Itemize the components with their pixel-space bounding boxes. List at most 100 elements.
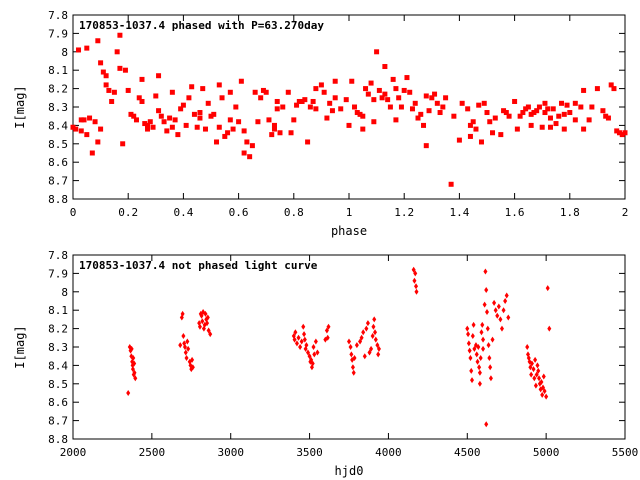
data-point bbox=[484, 421, 489, 428]
data-point bbox=[106, 87, 112, 93]
data-point bbox=[327, 100, 333, 106]
data-point bbox=[205, 320, 210, 327]
data-point bbox=[365, 91, 371, 97]
y-tick-label: 8.1 bbox=[48, 64, 68, 77]
data-point bbox=[184, 355, 189, 362]
data-point bbox=[208, 113, 214, 119]
data-point bbox=[214, 139, 220, 145]
data-point bbox=[467, 122, 473, 128]
y-axis-title: I[mag] bbox=[13, 85, 27, 128]
data-point bbox=[227, 117, 233, 123]
data-point bbox=[205, 314, 210, 321]
data-point bbox=[313, 86, 319, 92]
data-point bbox=[528, 364, 533, 371]
data-point bbox=[197, 110, 203, 116]
y-tick-label: 8.8 bbox=[48, 433, 68, 446]
data-point bbox=[271, 126, 277, 132]
data-point bbox=[550, 106, 556, 112]
data-point bbox=[352, 355, 357, 362]
data-point bbox=[370, 332, 375, 339]
data-point bbox=[473, 126, 479, 132]
data-point bbox=[180, 102, 186, 108]
data-point bbox=[451, 113, 457, 119]
data-point bbox=[202, 126, 208, 132]
data-point bbox=[369, 345, 374, 352]
data-point bbox=[477, 369, 482, 376]
data-point bbox=[156, 73, 162, 79]
data-point bbox=[517, 113, 523, 119]
data-point bbox=[354, 342, 359, 349]
data-point bbox=[600, 108, 606, 114]
data-point bbox=[302, 336, 307, 343]
data-point bbox=[478, 355, 483, 362]
data-point bbox=[132, 360, 137, 367]
data-point bbox=[542, 110, 548, 116]
data-point bbox=[233, 104, 239, 110]
data-point bbox=[459, 100, 465, 106]
data-point bbox=[387, 104, 393, 110]
data-point bbox=[161, 119, 167, 125]
data-point bbox=[172, 117, 178, 123]
data-point bbox=[376, 351, 381, 358]
data-point bbox=[485, 325, 490, 332]
data-point bbox=[371, 97, 377, 103]
data-point bbox=[547, 325, 552, 332]
data-point bbox=[466, 340, 471, 347]
data-point bbox=[415, 115, 421, 121]
data-point bbox=[156, 108, 162, 114]
data-point bbox=[470, 119, 476, 125]
data-point bbox=[412, 277, 417, 284]
data-point bbox=[503, 110, 509, 116]
y-tick-label: 8.8 bbox=[48, 193, 68, 206]
data-point bbox=[418, 111, 424, 117]
data-point bbox=[260, 87, 266, 93]
plot-title: 170853-1037.4 not phased light curve bbox=[79, 259, 318, 272]
data-point bbox=[95, 38, 101, 44]
data-point bbox=[230, 126, 236, 132]
data-point bbox=[216, 124, 222, 130]
data-point bbox=[512, 98, 518, 104]
data-point bbox=[481, 100, 487, 106]
data-point bbox=[371, 323, 376, 330]
data-point bbox=[302, 331, 307, 338]
data-point bbox=[478, 139, 484, 145]
data-point bbox=[145, 122, 151, 128]
data-point bbox=[190, 356, 195, 363]
data-point bbox=[238, 78, 244, 84]
data-point bbox=[503, 298, 508, 304]
data-point bbox=[307, 353, 312, 360]
data-point bbox=[485, 309, 489, 316]
data-point bbox=[437, 110, 443, 116]
data-point bbox=[363, 86, 369, 92]
data-point bbox=[186, 345, 191, 352]
data-point bbox=[211, 111, 217, 117]
data-point bbox=[362, 353, 367, 360]
data-point bbox=[222, 133, 228, 139]
y-tick-label: 8.4 bbox=[48, 119, 68, 132]
y-tick-label: 7.9 bbox=[48, 27, 68, 40]
data-point bbox=[274, 98, 280, 104]
y-tick-label: 7.8 bbox=[48, 9, 68, 22]
data-point bbox=[167, 115, 173, 121]
data-point bbox=[409, 106, 415, 112]
data-point bbox=[349, 351, 354, 358]
data-point bbox=[382, 91, 388, 97]
data-point bbox=[498, 132, 504, 138]
data-point bbox=[180, 310, 185, 317]
data-point bbox=[294, 102, 300, 108]
data-point bbox=[385, 97, 391, 103]
data-point bbox=[307, 104, 313, 110]
data-point bbox=[490, 130, 496, 136]
data-point bbox=[92, 119, 98, 125]
data-point bbox=[535, 362, 540, 369]
data-point bbox=[540, 391, 545, 398]
data-point bbox=[490, 336, 495, 343]
data-point bbox=[432, 91, 438, 97]
data-point bbox=[567, 110, 573, 116]
data-point bbox=[186, 95, 192, 101]
data-point bbox=[182, 344, 187, 350]
data-point bbox=[313, 338, 318, 345]
data-point bbox=[539, 378, 544, 385]
